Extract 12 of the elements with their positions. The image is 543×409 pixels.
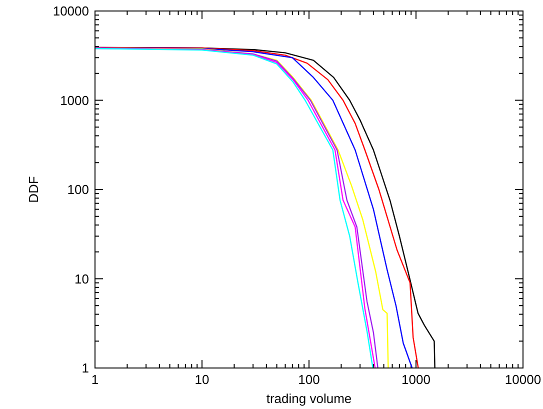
- y-tick-label: 10000: [52, 4, 89, 18]
- y-axis-title: DDF: [26, 176, 41, 203]
- x-tick-label: 10000: [504, 372, 542, 387]
- y-tick-label: 1: [82, 360, 89, 376]
- y-tick-label: 10: [74, 271, 89, 286]
- y-tick-label: 100: [67, 182, 89, 197]
- x-axis-title: trading volume: [266, 391, 352, 406]
- x-tick-label: 1000: [402, 372, 430, 387]
- x-tick-label: 10: [194, 372, 210, 387]
- y-tick-label: 1000: [60, 92, 89, 108]
- x-tick-label: 1: [91, 372, 99, 387]
- x-tick-label: 100: [298, 372, 320, 387]
